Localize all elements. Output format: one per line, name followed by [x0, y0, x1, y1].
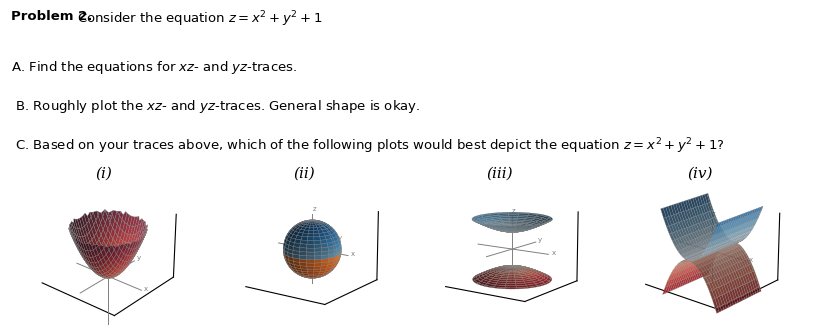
Text: (iii): (iii): [486, 166, 513, 180]
Text: B. Roughly plot the $xz$- and $yz$-traces. General shape is okay.: B. Roughly plot the $xz$- and $yz$-trace…: [11, 98, 421, 114]
Text: (iv): (iv): [687, 166, 712, 180]
Text: C. Based on your traces above, which of the following plots would best depict th: C. Based on your traces above, which of …: [11, 136, 725, 156]
Text: A. Find the equations for $xz$- and $yz$-traces.: A. Find the equations for $xz$- and $yz$…: [11, 58, 297, 75]
Text: Problem 2.: Problem 2.: [11, 10, 92, 23]
Text: (i): (i): [96, 166, 112, 180]
Text: (ii): (ii): [293, 166, 315, 180]
Text: Consider the equation $z = x^2 + y^2 + 1$: Consider the equation $z = x^2 + y^2 + 1…: [77, 10, 323, 29]
